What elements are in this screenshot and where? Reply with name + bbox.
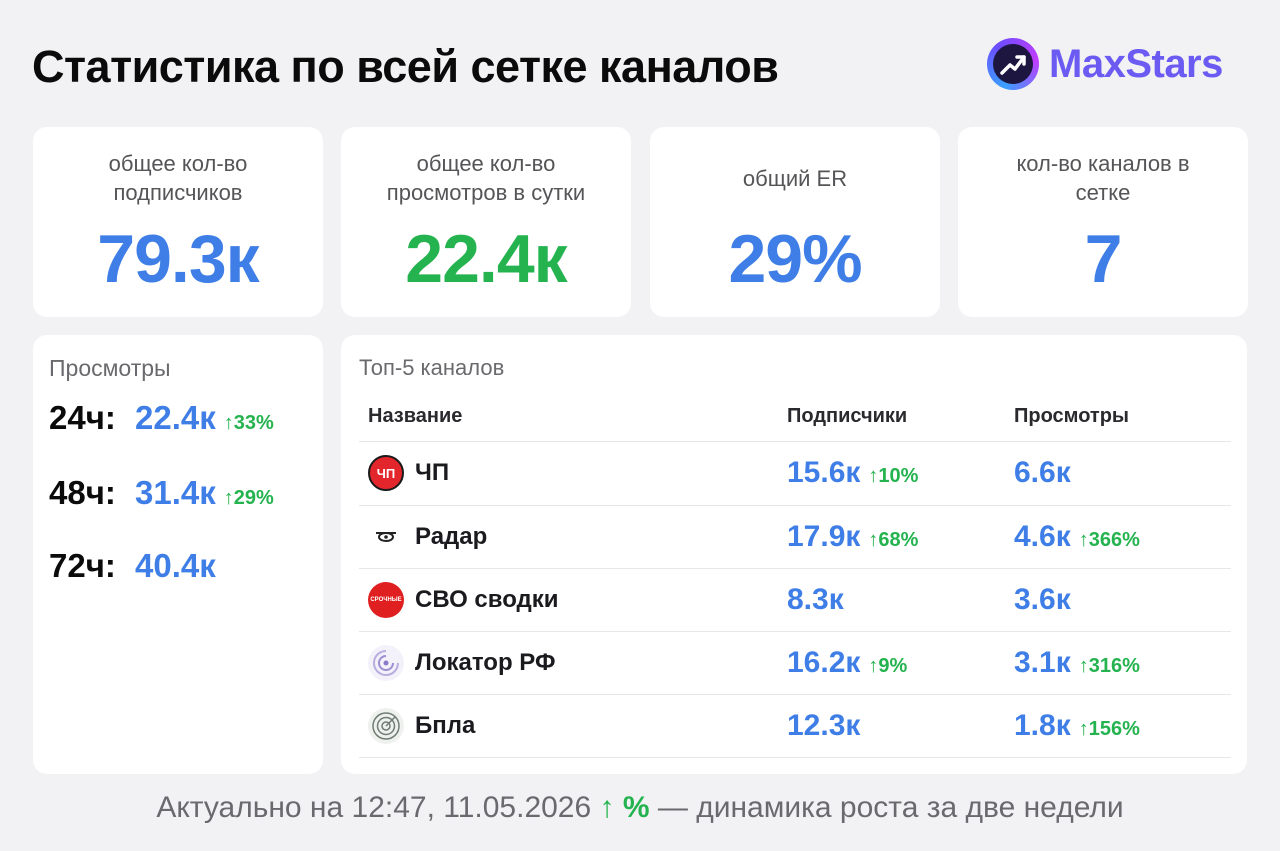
footer-note: Актуально на 12:47, 11.05.2026 ↑ % — дин… [0,788,1280,828]
views-value: 22.4к [135,399,216,436]
views-row-24h: 24ч: 22.4к ↑33% [49,399,274,437]
table-divider [359,441,1231,442]
stat-value: 79.3к [97,221,259,297]
column-header-views: Просмотры [1014,405,1130,427]
table-row: Бпла 12.3к 1.8к ↑156% [341,695,1247,758]
footer-description: — динамика роста за две недели [657,791,1124,824]
views-period: 48ч: [49,474,116,511]
channel-name: Локатор РФ [415,649,556,676]
subscribers-value: 17.9к [787,520,861,553]
radar-drone-icon [368,519,404,555]
top-channels-card: Топ-5 каналов Название Подписчики Просмо… [341,335,1247,774]
channel-name: Бпла [415,712,476,739]
column-header-subscribers: Подписчики [787,405,908,427]
stat-card-subscribers: общее кол-во подписчиков 79.3к [33,127,323,317]
stat-card-channel-count: кол-во каналов в сетке 7 [958,127,1248,317]
channel-name: СВО сводки [415,586,559,613]
table-divider [359,631,1231,632]
views-value: 6.6к [1014,456,1071,489]
stat-card-er: общий ER 29% [650,127,940,317]
stat-label: просмотров в сутки [386,180,586,205]
views-growth: ↑29% [223,487,274,509]
subscribers-growth: ↑10% [868,465,919,487]
views-value: 31.4к [135,474,216,511]
locator-icon [368,645,404,681]
views-growth: ↑156% [1078,718,1140,740]
brand-name: MaxStars [1049,42,1223,86]
views-title: Просмотры [49,355,171,381]
footer-growth-legend: ↑ % [599,791,650,824]
table-row: Радар 17.9к ↑68% 4.6к ↑366% [341,506,1247,569]
table-divider [359,505,1231,506]
svo-news-icon: СРОЧНЫЕ [368,582,404,618]
views-card: Просмотры 24ч: 22.4к ↑33% 48ч: 31.4к ↑29… [33,335,323,774]
subscribers-value: 15.6к [787,456,861,489]
views-value: 3.1к [1014,646,1071,679]
views-value: 40.4к [135,547,216,584]
brand-logo: MaxStars [987,38,1223,90]
subscribers-value: 12.3к [787,709,861,742]
views-value: 4.6к [1014,520,1071,553]
subscribers-growth: ↑9% [868,655,908,677]
views-row-72h: 72ч: 40.4к [49,547,224,585]
stat-label: общий ER [742,166,848,191]
stat-label: общее кол-во [108,151,248,176]
table-row: СРОЧНЫЕ СВО сводки 8.3к 3.6к [341,569,1247,632]
stat-value: 29% [728,221,862,297]
views-growth: ↑33% [223,412,274,434]
stat-value: 22.4к [405,221,567,297]
channel-name: Радар [415,523,488,550]
bpla-radar-icon [368,708,404,744]
stat-value: 7 [1084,221,1123,297]
subscribers-value: 8.3к [787,583,844,616]
views-growth: ↑366% [1078,529,1140,551]
channel-name: ЧП [415,459,450,486]
table-row: ЧП ЧП 15.6к ↑10% 6.6к [341,442,1247,505]
views-growth: ↑316% [1078,655,1140,677]
table-divider [359,568,1231,569]
stat-label: сетке [1075,180,1131,205]
maxstars-logo-icon [987,38,1039,90]
stat-label: общее кол-во [416,151,556,176]
chp-logo-icon: ЧП [368,455,404,491]
subscribers-value: 16.2к [787,646,861,679]
column-header-name: Название [368,405,463,427]
top-channels-title: Топ-5 каналов [359,355,505,380]
table-divider [359,757,1231,758]
views-value: 1.8к [1014,709,1071,742]
stat-label: кол-во каналов в [1016,151,1190,176]
views-period: 24ч: [49,399,116,436]
table-row: Локатор РФ 16.2к ↑9% 3.1к ↑316% [341,632,1247,695]
footer-timestamp: Актуально на 12:47, 11.05.2026 [156,791,592,824]
subscribers-growth: ↑68% [868,529,919,551]
views-period: 72ч: [49,547,116,584]
page-title: Статистика по всей сетке каналов [32,41,779,92]
views-row-48h: 48ч: 31.4к ↑29% [49,474,274,512]
stat-card-daily-views: общее кол-во просмотров в сутки 22.4к [341,127,631,317]
stat-label: подписчиков [113,180,243,205]
views-value: 3.6к [1014,583,1071,616]
table-divider [359,694,1231,695]
